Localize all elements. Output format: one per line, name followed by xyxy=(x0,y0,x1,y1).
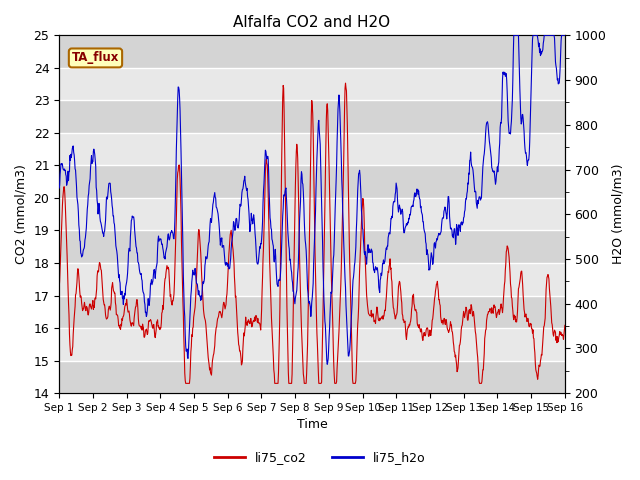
li75_h2o xyxy=(55,185,63,191)
li75_co2 xyxy=(244,319,252,324)
Text: TA_flux: TA_flux xyxy=(72,51,119,64)
li75_co2 xyxy=(342,80,349,86)
Bar xyxy=(59,263,565,296)
Y-axis label: CO2 (mmol/m3): CO2 (mmol/m3) xyxy=(15,164,28,264)
li75_co2 xyxy=(122,302,129,308)
Bar xyxy=(59,166,565,198)
Bar xyxy=(59,230,565,263)
li75_co2 xyxy=(190,314,198,320)
Line: li75_h2o: li75_h2o xyxy=(59,36,565,364)
Bar xyxy=(59,133,565,166)
Y-axis label: H2O (mmol/m3): H2O (mmol/m3) xyxy=(612,164,625,264)
li75_co2 xyxy=(317,381,324,386)
li75_h2o xyxy=(323,361,331,367)
li75_h2o xyxy=(561,33,569,38)
Bar xyxy=(59,68,565,100)
li75_co2 xyxy=(422,332,429,338)
Bar xyxy=(59,198,565,230)
Legend: li75_co2, li75_h2o: li75_co2, li75_h2o xyxy=(209,446,431,469)
Bar xyxy=(59,36,565,68)
li75_h2o xyxy=(122,292,129,298)
li75_h2o xyxy=(189,271,197,276)
li75_co2 xyxy=(182,381,189,386)
li75_h2o xyxy=(316,142,324,147)
li75_co2 xyxy=(529,327,537,333)
X-axis label: Time: Time xyxy=(296,419,328,432)
li75_h2o xyxy=(243,185,251,191)
Line: li75_co2: li75_co2 xyxy=(59,83,565,384)
li75_co2 xyxy=(561,323,569,328)
li75_h2o xyxy=(529,33,537,38)
Bar xyxy=(59,328,565,360)
li75_h2o xyxy=(510,33,518,38)
Bar xyxy=(59,100,565,133)
Bar xyxy=(59,360,565,393)
li75_co2 xyxy=(55,285,63,291)
Bar xyxy=(59,296,565,328)
li75_h2o xyxy=(421,231,429,237)
Title: Alfalfa CO2 and H2O: Alfalfa CO2 and H2O xyxy=(234,15,390,30)
